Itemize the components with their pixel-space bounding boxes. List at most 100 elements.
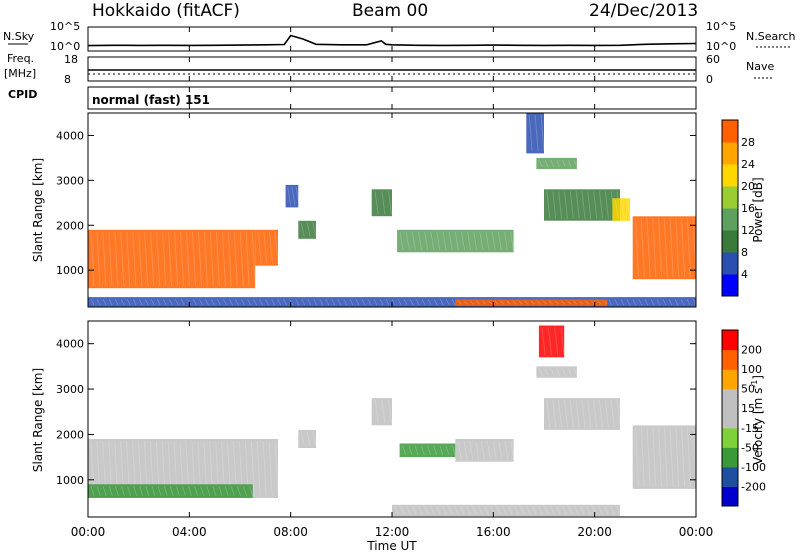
power-region-texture xyxy=(569,191,574,219)
velocity-colorbar-tick: 200 xyxy=(741,344,762,357)
power-region-texture xyxy=(500,301,505,305)
velocity-region-texture xyxy=(558,400,563,428)
power-region-texture xyxy=(488,301,493,305)
power-region-texture xyxy=(300,222,305,237)
velocity-region xyxy=(371,398,392,426)
power-region-texture xyxy=(620,298,625,306)
velocity-data xyxy=(88,325,697,517)
power-colorbar-cell xyxy=(722,120,738,143)
power-region-texture xyxy=(180,298,185,306)
power-region-texture xyxy=(646,218,651,278)
velocity-region-texture xyxy=(526,506,531,515)
velocity-ytick-label: 3000 xyxy=(56,383,84,396)
power-region-texture xyxy=(120,298,125,306)
power-colorbar-tick: 16 xyxy=(741,202,755,215)
time-tick-label: 12:00 xyxy=(375,525,410,539)
velocity-region-texture xyxy=(469,440,474,460)
velocity-region-texture xyxy=(498,440,503,460)
power-region-texture xyxy=(473,231,478,251)
power-region-texture xyxy=(251,231,256,287)
velocity-colorbar-frame xyxy=(721,329,739,507)
power-region-texture xyxy=(381,191,386,215)
power-region-texture xyxy=(534,114,539,152)
power-region-texture xyxy=(550,159,555,168)
power-region-texture xyxy=(454,231,459,251)
velocity-region-texture xyxy=(592,506,597,515)
power-region-texture xyxy=(150,298,155,306)
velocity-region-texture xyxy=(381,400,386,424)
power-region-texture xyxy=(144,298,149,306)
power-region-texture xyxy=(245,231,250,287)
power-region-texture xyxy=(259,298,264,306)
power-region-texture xyxy=(518,301,523,305)
velocity-region xyxy=(298,429,316,448)
power-colorbar-cell xyxy=(722,230,738,253)
power-region-texture xyxy=(291,186,296,206)
power-region-texture xyxy=(528,114,533,152)
velocity-region-texture xyxy=(188,486,193,497)
noise-left-tick-low: 10^0 xyxy=(50,40,80,53)
power-region-texture xyxy=(573,159,578,168)
velocity-region-texture xyxy=(454,506,459,515)
power-region-texture xyxy=(669,218,674,278)
power-colorbar-cell xyxy=(722,274,738,297)
velocity-region-texture xyxy=(604,400,609,428)
velocity-region-texture xyxy=(406,506,411,515)
power-region-texture xyxy=(433,298,438,306)
velocity-region xyxy=(632,425,696,489)
power-region-texture xyxy=(180,231,185,287)
velocity-region-texture xyxy=(306,431,311,447)
velocity-region-texture xyxy=(610,506,615,515)
velocity-region-texture xyxy=(547,327,552,356)
power-region-texture xyxy=(658,218,663,278)
power-region-texture xyxy=(476,301,480,305)
velocity-region-texture xyxy=(481,440,486,460)
velocity-region-texture xyxy=(550,368,555,376)
velocity-region-texture xyxy=(243,486,247,497)
power-region-texture xyxy=(497,231,502,251)
velocity-region-texture xyxy=(151,486,156,497)
velocity-region-texture xyxy=(478,506,483,515)
power-region-texture xyxy=(503,231,508,251)
velocity-region-texture xyxy=(580,506,585,515)
velocity-region-texture xyxy=(374,400,379,424)
velocity-region-texture xyxy=(90,486,95,497)
power-colorbar-cell xyxy=(722,252,738,275)
power-region-texture xyxy=(479,231,484,251)
power-region xyxy=(455,299,608,307)
power-colorbar-frame xyxy=(721,119,739,297)
velocity-ytick-label: 4000 xyxy=(56,338,84,351)
velocity-region-texture xyxy=(114,486,119,497)
power-region-texture xyxy=(549,301,553,305)
power-region-texture xyxy=(506,301,511,305)
power-region-texture xyxy=(198,298,203,306)
power-colorbar-cell xyxy=(722,208,738,231)
velocity-colorbar-cell xyxy=(722,388,738,409)
velocity-region-texture xyxy=(212,486,217,497)
power-region-texture xyxy=(680,298,685,306)
power-region-texture xyxy=(379,298,384,306)
power-region-texture xyxy=(355,298,360,306)
power-region-texture xyxy=(174,231,179,287)
velocity-region-texture xyxy=(175,486,180,497)
power-region-texture xyxy=(544,159,549,168)
power-region-texture xyxy=(686,218,691,278)
power-region-texture xyxy=(257,231,262,264)
velocity-region-texture xyxy=(560,327,565,356)
power-region-texture xyxy=(102,231,107,287)
power-region xyxy=(255,229,278,266)
power-region-texture xyxy=(90,231,95,287)
power-region-texture xyxy=(90,298,95,306)
velocity-region-texture xyxy=(520,506,525,515)
power-region-texture xyxy=(512,301,517,305)
velocity-region-texture xyxy=(610,400,615,428)
power-region-texture xyxy=(325,298,330,306)
power-region-texture xyxy=(209,231,214,287)
power-region-texture xyxy=(138,231,143,287)
velocity-region-texture xyxy=(552,400,557,428)
time-tick-label: 16:00 xyxy=(476,525,511,539)
noise-series xyxy=(87,34,697,47)
velocity-region-texture xyxy=(457,440,462,460)
velocity-region-texture xyxy=(451,445,456,456)
power-region-texture xyxy=(626,200,631,219)
